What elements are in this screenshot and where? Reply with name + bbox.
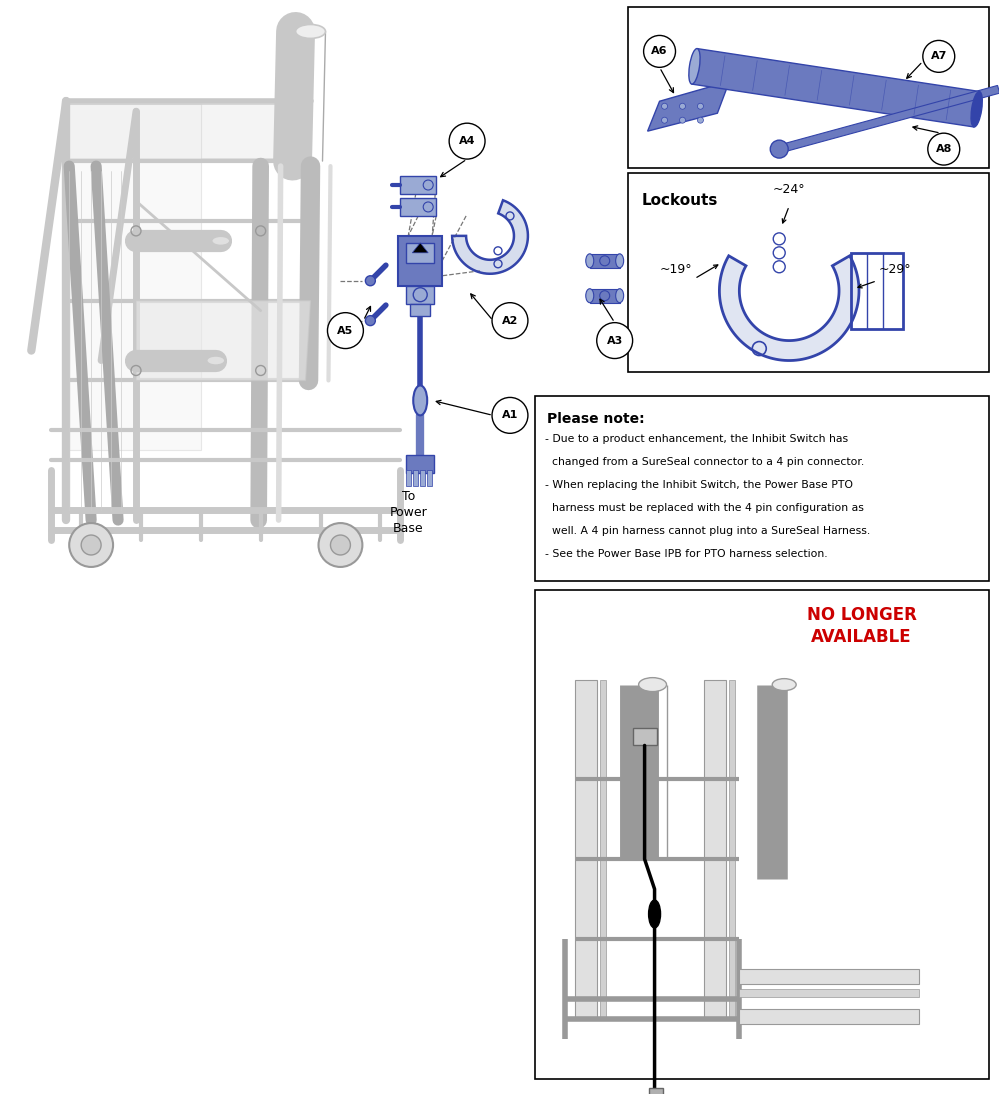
Circle shape xyxy=(413,288,427,301)
Ellipse shape xyxy=(689,48,700,84)
Bar xyxy=(590,254,620,267)
Ellipse shape xyxy=(296,24,325,38)
Ellipse shape xyxy=(212,237,230,246)
Polygon shape xyxy=(69,104,309,159)
Circle shape xyxy=(81,535,101,555)
Text: A6: A6 xyxy=(651,46,668,56)
Circle shape xyxy=(492,302,528,339)
Circle shape xyxy=(492,398,528,433)
Bar xyxy=(400,198,436,216)
Circle shape xyxy=(662,103,668,110)
Bar xyxy=(704,680,726,1018)
Text: Please note:: Please note: xyxy=(547,412,644,426)
Ellipse shape xyxy=(365,316,375,326)
Polygon shape xyxy=(719,255,859,361)
Polygon shape xyxy=(69,104,201,450)
Circle shape xyxy=(662,117,668,123)
Text: well. A 4 pin harness cannot plug into a SureSeal Harness.: well. A 4 pin harness cannot plug into a… xyxy=(545,526,870,536)
Ellipse shape xyxy=(207,356,225,365)
Bar xyxy=(535,590,989,1078)
Text: - See the Power Base IPB for PTO harness selection.: - See the Power Base IPB for PTO harness… xyxy=(545,549,828,559)
Bar xyxy=(628,173,989,373)
Bar xyxy=(535,397,989,581)
Text: ~19°: ~19° xyxy=(660,263,692,276)
Text: - When replacing the Inhibit Switch, the Power Base PTO: - When replacing the Inhibit Switch, the… xyxy=(545,480,853,490)
Bar xyxy=(406,286,434,304)
Bar xyxy=(633,728,657,745)
Text: To
Power
Base: To Power Base xyxy=(389,490,427,535)
Text: ~24°: ~24° xyxy=(773,183,806,196)
Circle shape xyxy=(680,103,685,110)
Bar xyxy=(739,1008,919,1024)
Text: NO LONGER
AVAILABLE: NO LONGER AVAILABLE xyxy=(807,606,917,646)
Ellipse shape xyxy=(639,677,667,692)
Polygon shape xyxy=(412,243,428,253)
Circle shape xyxy=(697,117,703,123)
Ellipse shape xyxy=(616,288,624,302)
Bar xyxy=(739,989,919,996)
Polygon shape xyxy=(692,48,979,127)
Bar xyxy=(600,680,606,1018)
Text: Lockouts: Lockouts xyxy=(642,193,718,208)
Circle shape xyxy=(697,103,703,110)
Circle shape xyxy=(928,133,960,165)
Ellipse shape xyxy=(772,678,796,690)
Bar xyxy=(406,470,411,487)
Bar xyxy=(410,304,430,316)
Circle shape xyxy=(449,123,485,159)
Text: changed from a SureSeal connector to a 4 pin connector.: changed from a SureSeal connector to a 4… xyxy=(545,457,864,467)
Bar xyxy=(406,455,434,473)
Text: A2: A2 xyxy=(502,316,518,326)
Circle shape xyxy=(69,523,113,567)
Text: ~29°: ~29° xyxy=(879,263,912,276)
Bar xyxy=(406,243,434,263)
Circle shape xyxy=(330,535,350,555)
Circle shape xyxy=(644,35,676,67)
Bar xyxy=(851,253,903,329)
Polygon shape xyxy=(136,300,311,380)
Ellipse shape xyxy=(586,254,594,267)
Text: A8: A8 xyxy=(936,144,952,155)
Bar xyxy=(575,680,597,1018)
Circle shape xyxy=(770,140,788,158)
Circle shape xyxy=(597,322,633,358)
Bar xyxy=(400,176,436,194)
Text: A3: A3 xyxy=(607,335,623,345)
Text: A5: A5 xyxy=(337,326,354,335)
Circle shape xyxy=(923,41,955,72)
Ellipse shape xyxy=(413,386,427,415)
Bar xyxy=(729,680,735,1018)
Bar xyxy=(628,7,989,168)
Circle shape xyxy=(680,117,685,123)
Ellipse shape xyxy=(616,254,624,267)
Circle shape xyxy=(319,523,362,567)
Ellipse shape xyxy=(649,900,661,928)
Text: - Due to a product enhancement, the Inhibit Switch has: - Due to a product enhancement, the Inhi… xyxy=(545,434,848,444)
Bar xyxy=(398,236,442,286)
Polygon shape xyxy=(648,81,729,132)
Text: A7: A7 xyxy=(931,52,947,61)
Text: A1: A1 xyxy=(502,410,518,421)
Bar xyxy=(413,470,418,487)
Bar xyxy=(590,288,620,302)
Bar xyxy=(739,969,919,984)
Ellipse shape xyxy=(586,288,594,302)
Polygon shape xyxy=(778,85,1000,153)
Text: A4: A4 xyxy=(459,136,475,146)
Polygon shape xyxy=(452,201,528,274)
Circle shape xyxy=(327,312,363,349)
Ellipse shape xyxy=(971,91,982,127)
Bar xyxy=(420,470,425,487)
Bar xyxy=(649,1088,663,1096)
Text: harness must be replaced with the 4 pin configuration as: harness must be replaced with the 4 pin … xyxy=(545,503,864,513)
Ellipse shape xyxy=(365,276,375,286)
Bar xyxy=(427,470,432,487)
